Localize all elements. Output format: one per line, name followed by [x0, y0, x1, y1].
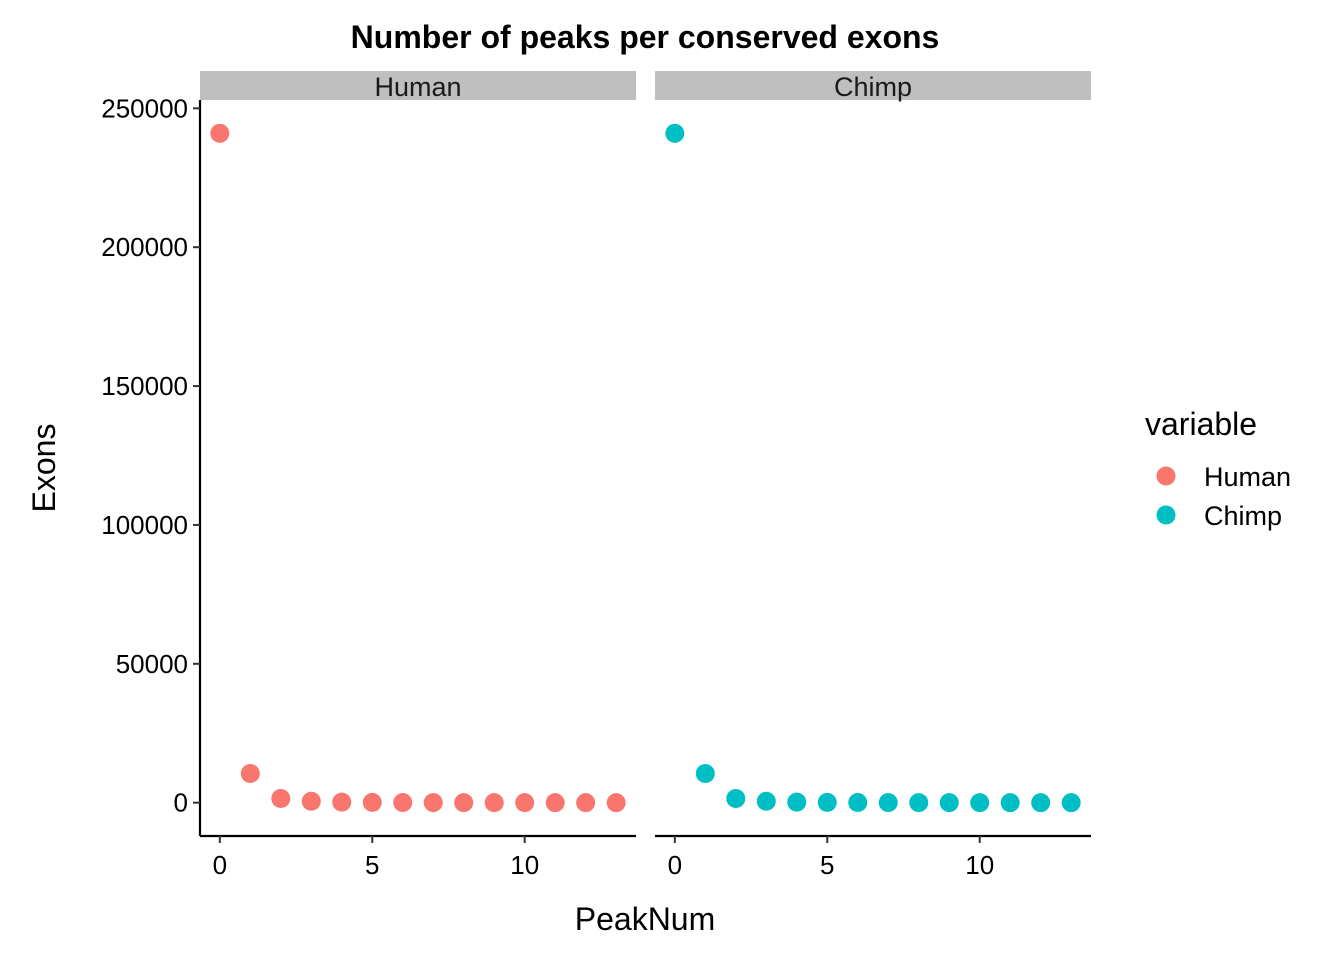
- legend-title: variable: [1145, 406, 1257, 442]
- legend-key-chimp: [1156, 505, 1176, 525]
- y-tick-label: 250000: [101, 93, 188, 123]
- data-point-human: [576, 793, 596, 813]
- data-point-human: [515, 793, 535, 813]
- panels-layer: 0 50000 100000 150000 200000 250000 Human 0 5 10 C…: [101, 71, 1091, 880]
- facet-strip-chimp: [655, 71, 1091, 100]
- facet-strip-human: [200, 71, 636, 100]
- data-point-human: [362, 792, 382, 812]
- data-point-chimp: [1061, 793, 1081, 813]
- x-tick-label: 10: [965, 850, 994, 880]
- data-point-chimp: [695, 764, 715, 784]
- data-point-chimp: [817, 792, 837, 812]
- x-tick-label: 0: [213, 850, 227, 880]
- data-point-chimp: [726, 789, 746, 809]
- legend-label-human: Human: [1204, 462, 1291, 492]
- x-tick-label: 5: [365, 850, 379, 880]
- y-tick-label: 150000: [101, 371, 188, 401]
- data-point-human: [332, 792, 352, 812]
- y-tick-label: 50000: [116, 649, 188, 679]
- legend: variable Human Chimp: [1145, 406, 1291, 531]
- data-point-chimp: [756, 791, 776, 811]
- data-point-human: [210, 123, 230, 143]
- legend-items: Human Chimp: [1156, 462, 1291, 531]
- x-tick-label: 5: [820, 850, 834, 880]
- x-axis-title: PeakNum: [575, 901, 716, 937]
- y-axis-title: Exons: [26, 424, 62, 513]
- data-point-human: [484, 793, 504, 813]
- data-point-chimp: [787, 792, 807, 812]
- data-point-human: [393, 793, 413, 813]
- data-point-chimp: [1000, 793, 1020, 813]
- data-point-human: [271, 789, 291, 809]
- x-tick-label: 10: [510, 850, 539, 880]
- y-tick-label: 100000: [101, 510, 188, 540]
- data-point-chimp: [665, 123, 685, 143]
- y-tick-label: 200000: [101, 232, 188, 262]
- data-point-human: [423, 793, 443, 813]
- facet-strip-label: Chimp: [834, 72, 912, 102]
- data-point-human: [301, 791, 321, 811]
- data-point-chimp: [848, 793, 868, 813]
- data-point-chimp: [878, 793, 898, 813]
- data-point-chimp: [909, 793, 929, 813]
- y-tick-label: 0: [174, 788, 188, 818]
- data-point-human: [454, 793, 474, 813]
- x-tick-label: 0: [668, 850, 682, 880]
- data-point-human: [240, 764, 260, 784]
- data-point-chimp: [970, 793, 990, 813]
- facet-strip-label: Human: [374, 72, 461, 102]
- data-point-chimp: [1031, 793, 1051, 813]
- legend-label-chimp: Chimp: [1204, 501, 1282, 531]
- data-point-human: [606, 793, 626, 813]
- data-point-human: [545, 793, 565, 813]
- data-point-chimp: [939, 793, 959, 813]
- legend-key-human: [1156, 466, 1176, 486]
- chart-title: Number of peaks per conserved exons: [351, 19, 940, 55]
